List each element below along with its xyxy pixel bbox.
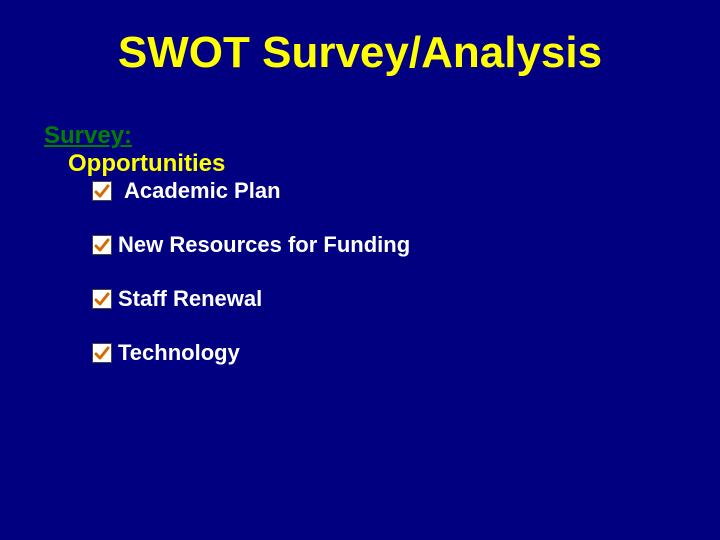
checkmark-icon — [92, 181, 112, 201]
list-item: Technology — [92, 340, 240, 366]
list-item-label: Staff Renewal — [118, 286, 262, 312]
list-item-label: New Resources for Funding — [118, 232, 410, 258]
checkmark-icon — [92, 343, 112, 363]
survey-label: Survey: — [44, 122, 132, 150]
list-item-label: Academic Plan — [124, 178, 281, 204]
opportunities-subheading: Opportunities — [68, 150, 225, 178]
list-item: Staff Renewal — [92, 286, 262, 312]
checkmark-icon — [92, 235, 112, 255]
list-item: Academic Plan — [92, 178, 281, 204]
list-item: New Resources for Funding — [92, 232, 410, 258]
slide-title: SWOT Survey/Analysis — [0, 28, 720, 78]
checkmark-icon — [92, 289, 112, 309]
list-item-label: Technology — [118, 340, 240, 366]
